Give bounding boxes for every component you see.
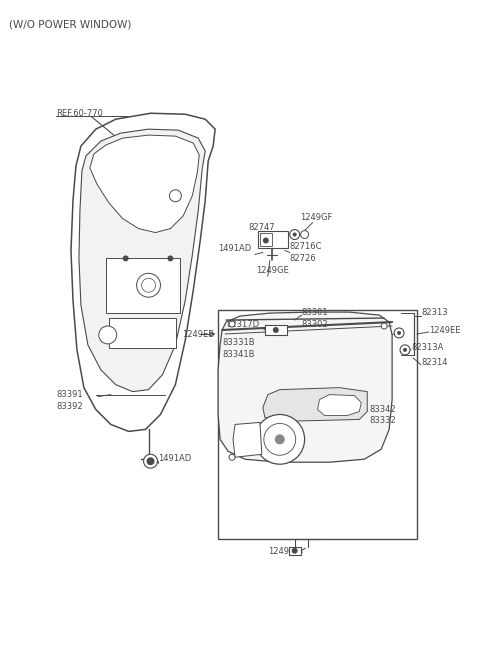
Text: 1491AD: 1491AD bbox=[218, 244, 252, 253]
Text: 1249EB: 1249EB bbox=[182, 330, 215, 339]
Text: 83391: 83391 bbox=[56, 390, 83, 399]
Circle shape bbox=[293, 233, 297, 236]
Polygon shape bbox=[71, 113, 215, 432]
Text: REF.60-770: REF.60-770 bbox=[56, 109, 103, 119]
Bar bbox=[265, 325, 287, 335]
Text: 82726: 82726 bbox=[290, 254, 316, 263]
Text: 82313A: 82313A bbox=[411, 343, 444, 352]
Text: 82716C: 82716C bbox=[290, 242, 322, 252]
Polygon shape bbox=[90, 135, 199, 233]
Text: (W/O POWER WINDOW): (W/O POWER WINDOW) bbox=[9, 20, 132, 29]
Text: 83332: 83332 bbox=[369, 417, 396, 426]
Bar bbox=[106, 259, 180, 313]
Circle shape bbox=[275, 434, 285, 444]
Circle shape bbox=[300, 231, 309, 238]
Circle shape bbox=[168, 255, 173, 261]
Circle shape bbox=[400, 345, 410, 355]
Bar bbox=[258, 231, 288, 248]
Polygon shape bbox=[218, 312, 392, 462]
Circle shape bbox=[169, 190, 181, 202]
Circle shape bbox=[137, 273, 160, 297]
Text: 1249EE: 1249EE bbox=[429, 326, 460, 335]
Circle shape bbox=[381, 323, 387, 329]
Polygon shape bbox=[263, 388, 367, 421]
Bar bbox=[260, 233, 272, 246]
Circle shape bbox=[142, 278, 156, 292]
Text: 83302: 83302 bbox=[301, 320, 328, 329]
Text: 83342: 83342 bbox=[369, 405, 396, 413]
Text: 1249GF: 1249GF bbox=[300, 213, 332, 221]
Text: 82747: 82747 bbox=[248, 223, 275, 232]
Circle shape bbox=[292, 548, 298, 553]
Text: 1249GE: 1249GE bbox=[256, 267, 288, 275]
Circle shape bbox=[263, 238, 269, 244]
Text: 83301: 83301 bbox=[301, 308, 328, 317]
Circle shape bbox=[229, 321, 235, 327]
Circle shape bbox=[146, 457, 155, 465]
Bar bbox=[288, 547, 300, 555]
Text: 83392: 83392 bbox=[56, 402, 83, 411]
Circle shape bbox=[403, 348, 407, 352]
Text: 82314: 82314 bbox=[421, 358, 447, 367]
Circle shape bbox=[123, 255, 129, 261]
Bar bbox=[218, 310, 417, 539]
Text: 82313: 82313 bbox=[421, 308, 447, 317]
Circle shape bbox=[397, 331, 401, 335]
Text: 1491AD: 1491AD bbox=[158, 455, 192, 463]
Circle shape bbox=[264, 423, 296, 455]
Polygon shape bbox=[79, 129, 205, 392]
Circle shape bbox=[144, 455, 157, 468]
Polygon shape bbox=[318, 394, 361, 415]
Text: 1249EB: 1249EB bbox=[268, 547, 300, 555]
Bar bbox=[109, 318, 176, 348]
Circle shape bbox=[394, 328, 404, 338]
Text: 82317D: 82317D bbox=[226, 320, 259, 329]
Text: 83341B: 83341B bbox=[222, 350, 254, 359]
Text: 83331B: 83331B bbox=[222, 338, 255, 347]
Circle shape bbox=[273, 327, 279, 333]
Circle shape bbox=[290, 229, 300, 240]
Circle shape bbox=[229, 455, 235, 460]
Circle shape bbox=[255, 415, 305, 464]
Circle shape bbox=[99, 326, 117, 344]
Polygon shape bbox=[233, 422, 262, 457]
